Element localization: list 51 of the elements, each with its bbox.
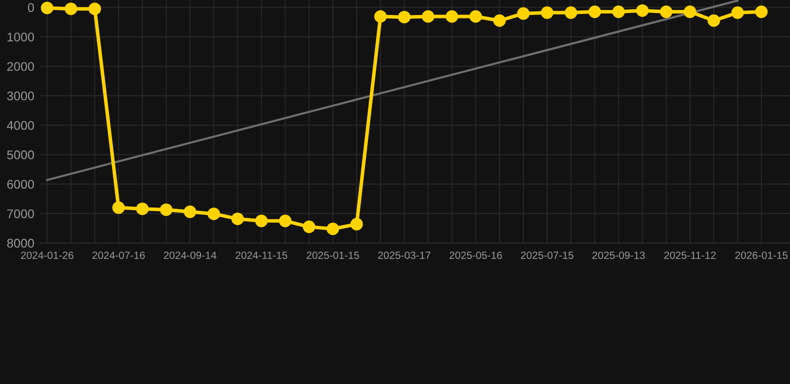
point [660, 6, 672, 18]
y-tick-label: 3000 [7, 92, 34, 100]
point [708, 14, 720, 27]
y-tick-label: 4000 [6, 120, 34, 130]
x-tick-label: 2024-01-26 [21, 252, 74, 259]
point [493, 14, 506, 27]
x-tick-label: 2025-07-15 [521, 252, 574, 259]
point [374, 10, 387, 23]
point [636, 4, 649, 17]
y-tick-label: 7000 [7, 209, 34, 218]
point [422, 10, 434, 23]
x-tick-label: 2024-11-15 [236, 252, 288, 259]
point [112, 201, 125, 214]
point [255, 214, 268, 228]
x-tick-label: 2025-11-12 [664, 252, 716, 259]
point [755, 6, 768, 18]
point [184, 206, 196, 218]
point [208, 208, 220, 220]
point [540, 6, 554, 19]
x-tick-label: 2025-01-15 [306, 252, 360, 259]
point [517, 7, 530, 20]
point [446, 10, 458, 23]
point [588, 6, 602, 18]
x-tick-label: 2026-01-15 [735, 252, 788, 259]
y-tick-label: 1000 [8, 32, 34, 42]
x-tick-label: 2024-07-16 [92, 252, 145, 259]
point [278, 214, 292, 228]
x-tick-label: 2025-05-16 [450, 252, 502, 259]
point [326, 222, 340, 236]
x-tick-label: 2025-03-17 [378, 252, 430, 259]
y-tick-label: 2000 [7, 62, 34, 71]
point [398, 10, 411, 24]
x-tick-label: 2025-09-13 [592, 252, 645, 259]
point [302, 220, 316, 234]
point [350, 218, 363, 230]
point [564, 6, 578, 19]
point [612, 6, 625, 18]
point [469, 10, 482, 23]
point [64, 2, 78, 16]
point [136, 202, 149, 216]
y-tick-label: 0 [28, 3, 34, 12]
point [160, 203, 172, 216]
y-tick-label: 8000 [7, 238, 34, 248]
point [88, 2, 102, 16]
x-tick-label: 2024-09-14 [164, 252, 216, 259]
point [40, 2, 54, 14]
point [231, 212, 244, 226]
point [731, 6, 744, 19]
point [684, 6, 696, 18]
y-tick-label: 5000 [7, 150, 34, 160]
y-tick-label: 6000 [7, 180, 34, 189]
